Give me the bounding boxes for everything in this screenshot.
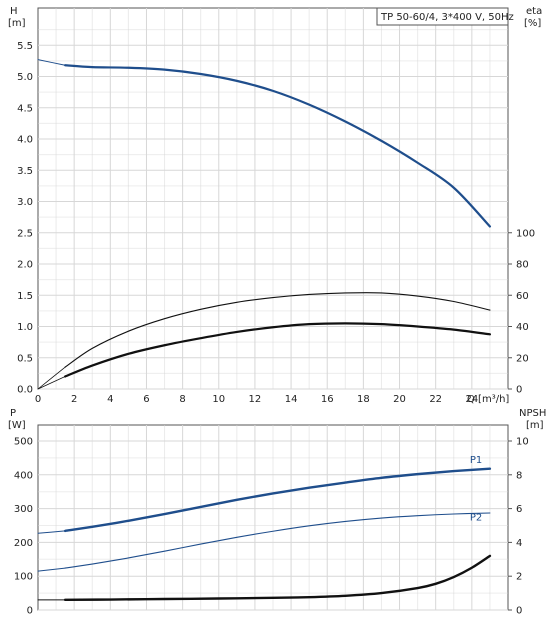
x-tick-label: 12 <box>249 394 262 405</box>
top-series-line-0 <box>64 64 492 228</box>
x-tick-label: 16 <box>321 394 334 405</box>
eta-axis-label: eta <box>526 6 542 17</box>
p-axis-label: P <box>10 408 16 419</box>
series-labels: P1 P2 <box>470 455 482 523</box>
top-left-tick-label: 3.0 <box>17 197 33 208</box>
top-left-tick-label: 1.5 <box>17 291 33 302</box>
bottom-right-tick-label: 8 <box>516 470 522 481</box>
h-axis-unit: [m] <box>8 18 26 29</box>
bottom-tick-labels: 0 100 200 300 400 500 0 2 4 6 8 10 <box>14 437 529 617</box>
npsh-axis-label: NPSH <box>519 408 546 419</box>
bottom-right-tick-label: 0 <box>516 606 522 617</box>
bottom-right-tick-label: 2 <box>516 572 522 583</box>
x-tick-label: 4 <box>107 394 113 405</box>
chart-title: TP 50-60/4, 3*400 V, 50Hz <box>380 12 514 23</box>
top-gridlines <box>38 8 508 390</box>
bottom-series-line-0 <box>63 467 492 533</box>
bottom-series-line-1 <box>37 530 66 534</box>
top-series-line-5 <box>37 376 66 390</box>
top-right-tick-label: 80 <box>516 260 529 271</box>
bottom-left-tick-label: 400 <box>14 470 33 481</box>
h-axis-label: H <box>10 6 18 17</box>
top-left-tick-label: 4.5 <box>17 103 33 114</box>
bottom-series-line-2 <box>64 512 491 569</box>
bottom-left-tick-label: 300 <box>14 504 33 515</box>
x-tick-label: 10 <box>212 394 225 405</box>
x-tick-label: 14 <box>285 394 298 405</box>
top-series-line-2 <box>64 292 491 368</box>
top-left-tick-label: 2.5 <box>17 228 33 239</box>
bottom-left-tick-label: 0 <box>27 606 33 617</box>
x-tick-label: 24 <box>465 394 478 405</box>
npsh-axis-unit: [m] <box>526 420 544 431</box>
series-label-p1: P1 <box>470 455 482 466</box>
top-left-tick-label: 4.0 <box>17 135 33 146</box>
bottom-right-tick-label: 10 <box>516 437 529 448</box>
title-box <box>376 7 509 26</box>
top-left-tick-label: 0.0 <box>17 385 33 396</box>
top-right-tick-label: 60 <box>516 291 529 302</box>
bottom-right-tick-label: 6 <box>516 504 522 515</box>
top-right-tick-label: 20 <box>516 353 529 364</box>
x-tick-label: 20 <box>393 394 406 405</box>
top-series-line-3 <box>37 366 66 390</box>
top-left-tick-label: 0.5 <box>17 353 33 364</box>
top-left-tick-label: 5.5 <box>17 41 33 52</box>
bottom-left-tick-label: 100 <box>14 572 33 583</box>
bottom-gridlines <box>38 425 508 611</box>
x-tick-label: 8 <box>179 394 185 405</box>
x-tick-label: 0 <box>35 394 41 405</box>
series-label-p2: P2 <box>470 512 482 523</box>
top-right-tick-label: 40 <box>516 322 529 333</box>
q-axis-label: Q [m³/h] <box>467 394 509 405</box>
bottom-left-tick-label: 500 <box>14 437 33 448</box>
bottom-series-group <box>37 467 492 602</box>
x-tick-label: 18 <box>357 394 370 405</box>
top-right-tick-label: 100 <box>516 228 535 239</box>
x-tick-label: 6 <box>143 394 149 405</box>
bottom-series-line-4 <box>63 554 492 602</box>
eta-axis-unit: [%] <box>524 18 541 29</box>
x-tick-label: 22 <box>429 394 442 405</box>
top-series-line-1 <box>37 59 66 66</box>
p-axis-unit: [W] <box>8 420 26 431</box>
top-left-tick-label: 3.5 <box>17 166 33 177</box>
bottom-left-tick-label: 200 <box>14 538 33 549</box>
top-tick-labels: 0.00.51.01.52.02.53.03.54.04.55.05.50204… <box>17 41 535 405</box>
top-left-tick-label: 1.0 <box>17 322 33 333</box>
x-tick-label: 2 <box>71 394 77 405</box>
top-right-tick-label: 0 <box>516 385 522 396</box>
bottom-right-tick-label: 4 <box>516 538 522 549</box>
top-left-tick-label: 2.0 <box>17 260 33 271</box>
top-series-line-4 <box>64 322 492 378</box>
top-left-tick-label: 5.0 <box>17 72 33 83</box>
bottom-series-line-3 <box>37 567 66 572</box>
top-series-group <box>37 59 492 390</box>
